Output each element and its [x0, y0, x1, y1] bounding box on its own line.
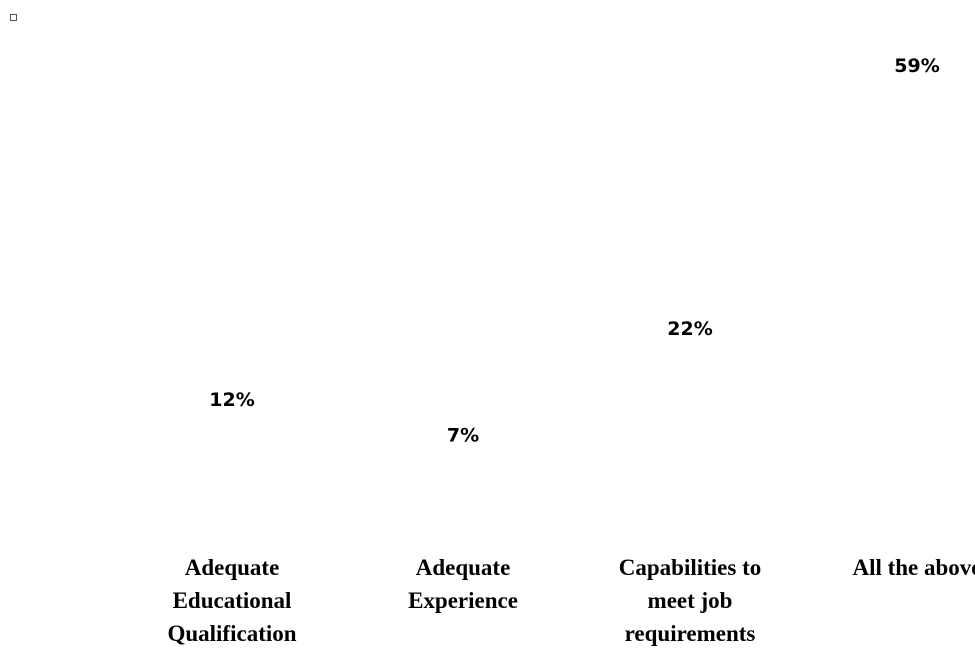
data-labels: 12% 7% 22% 59%: [209, 55, 939, 446]
data-label: 59%: [894, 55, 939, 77]
category-label: Capabilities to meet job requirements: [619, 555, 761, 646]
category-label-line: Capabilities to: [619, 555, 761, 580]
category-label-line: Experience: [408, 588, 518, 613]
category-label-line: All the above: [852, 555, 975, 580]
category-label: Adequate Experience: [408, 555, 518, 613]
small-square-icon: [10, 14, 17, 21]
data-label: 22%: [667, 318, 712, 340]
category-label-line: Educational: [173, 588, 292, 613]
x-axis-tick-labels: Adequate Educational QualificationAdequate…: [167, 555, 975, 646]
category-label-line: meet job: [648, 588, 733, 613]
category-label-line: Adequate: [416, 555, 511, 580]
category-label-line: Adequate: [185, 555, 280, 580]
category-label: All the above: [852, 555, 975, 580]
category-label: Adequate Educational Qualification: [167, 555, 296, 646]
category-label-line: Qualification: [167, 621, 296, 646]
data-label: 7%: [447, 424, 479, 446]
data-label: 12%: [209, 389, 254, 411]
category-label-line: requirements: [625, 621, 756, 646]
